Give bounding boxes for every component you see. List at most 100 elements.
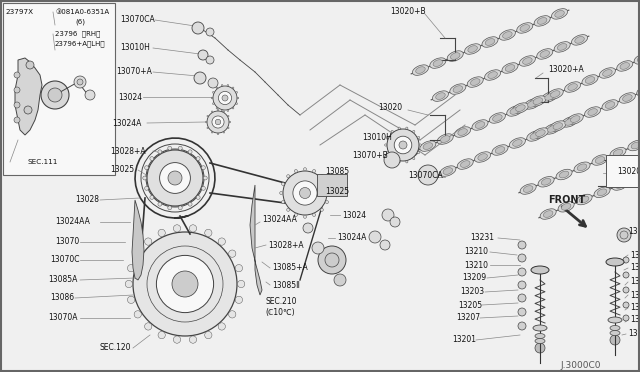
Circle shape <box>158 202 162 206</box>
Ellipse shape <box>422 173 438 183</box>
Ellipse shape <box>520 184 536 194</box>
Ellipse shape <box>559 171 569 178</box>
Circle shape <box>387 137 388 139</box>
Text: 13209: 13209 <box>630 278 640 286</box>
Circle shape <box>384 152 400 168</box>
Ellipse shape <box>628 140 640 151</box>
Text: 13205: 13205 <box>458 301 482 310</box>
Text: (ℂ10℃): (ℂ10℃) <box>265 308 294 317</box>
Text: 13020: 13020 <box>378 103 402 112</box>
Circle shape <box>391 157 394 160</box>
Circle shape <box>293 181 317 205</box>
Ellipse shape <box>535 334 545 339</box>
Ellipse shape <box>490 113 506 123</box>
Circle shape <box>320 175 323 178</box>
Ellipse shape <box>505 65 515 71</box>
Ellipse shape <box>516 23 533 33</box>
Circle shape <box>179 206 182 210</box>
Ellipse shape <box>634 54 640 64</box>
Ellipse shape <box>468 46 477 52</box>
Ellipse shape <box>513 103 529 113</box>
Ellipse shape <box>543 211 553 217</box>
Ellipse shape <box>620 62 630 69</box>
Ellipse shape <box>588 109 597 115</box>
Ellipse shape <box>544 124 560 134</box>
Ellipse shape <box>454 127 470 137</box>
Circle shape <box>236 296 243 304</box>
Circle shape <box>208 78 218 88</box>
Ellipse shape <box>617 61 633 71</box>
Text: 13207: 13207 <box>630 315 640 324</box>
Circle shape <box>133 232 237 336</box>
Circle shape <box>196 195 200 199</box>
Circle shape <box>280 192 283 195</box>
Circle shape <box>223 132 225 133</box>
Ellipse shape <box>457 159 474 169</box>
Ellipse shape <box>550 121 566 131</box>
Circle shape <box>518 241 526 249</box>
Circle shape <box>134 250 141 257</box>
Circle shape <box>222 95 228 101</box>
Ellipse shape <box>606 258 624 266</box>
Circle shape <box>237 97 239 99</box>
Text: 13024: 13024 <box>342 211 366 219</box>
Circle shape <box>282 201 285 203</box>
Ellipse shape <box>440 166 456 176</box>
Circle shape <box>26 61 34 69</box>
Circle shape <box>218 238 225 245</box>
Ellipse shape <box>516 105 525 112</box>
Circle shape <box>237 280 245 288</box>
Ellipse shape <box>406 150 415 157</box>
Ellipse shape <box>527 131 543 141</box>
Ellipse shape <box>610 147 626 158</box>
Circle shape <box>206 56 214 64</box>
Ellipse shape <box>536 130 545 137</box>
Circle shape <box>623 287 629 293</box>
Circle shape <box>196 157 200 161</box>
Ellipse shape <box>488 72 497 78</box>
Circle shape <box>390 217 400 227</box>
Circle shape <box>610 335 620 345</box>
Circle shape <box>325 253 339 267</box>
Text: J.3000C0: J.3000C0 <box>560 360 600 369</box>
Ellipse shape <box>447 51 463 61</box>
Ellipse shape <box>502 32 512 38</box>
Circle shape <box>518 281 526 289</box>
Ellipse shape <box>633 174 640 181</box>
Circle shape <box>287 175 290 178</box>
Circle shape <box>145 186 148 190</box>
Ellipse shape <box>520 25 529 31</box>
Circle shape <box>221 84 223 86</box>
Ellipse shape <box>530 96 546 106</box>
Circle shape <box>398 127 400 129</box>
Circle shape <box>211 97 213 99</box>
Text: 13202: 13202 <box>628 328 640 337</box>
Ellipse shape <box>613 150 623 156</box>
Text: 13025: 13025 <box>325 187 349 196</box>
Circle shape <box>14 102 20 108</box>
Text: SEC.111: SEC.111 <box>28 159 58 165</box>
Circle shape <box>207 127 209 129</box>
Circle shape <box>325 201 328 203</box>
Circle shape <box>535 343 545 353</box>
Ellipse shape <box>492 145 508 155</box>
Text: 13085+A: 13085+A <box>272 263 308 273</box>
Ellipse shape <box>416 67 425 73</box>
Circle shape <box>159 163 191 193</box>
Circle shape <box>156 256 214 312</box>
Ellipse shape <box>553 123 563 129</box>
Circle shape <box>145 166 148 170</box>
Circle shape <box>204 176 207 180</box>
Ellipse shape <box>637 86 640 96</box>
Circle shape <box>48 88 62 102</box>
Ellipse shape <box>527 100 537 107</box>
Text: 13025: 13025 <box>110 166 134 174</box>
Text: 13020+A: 13020+A <box>548 65 584 74</box>
Ellipse shape <box>412 65 429 76</box>
Ellipse shape <box>597 189 607 196</box>
Ellipse shape <box>436 93 445 99</box>
Text: 13203: 13203 <box>460 288 484 296</box>
Circle shape <box>227 110 228 112</box>
Ellipse shape <box>538 177 554 187</box>
Circle shape <box>221 110 223 112</box>
